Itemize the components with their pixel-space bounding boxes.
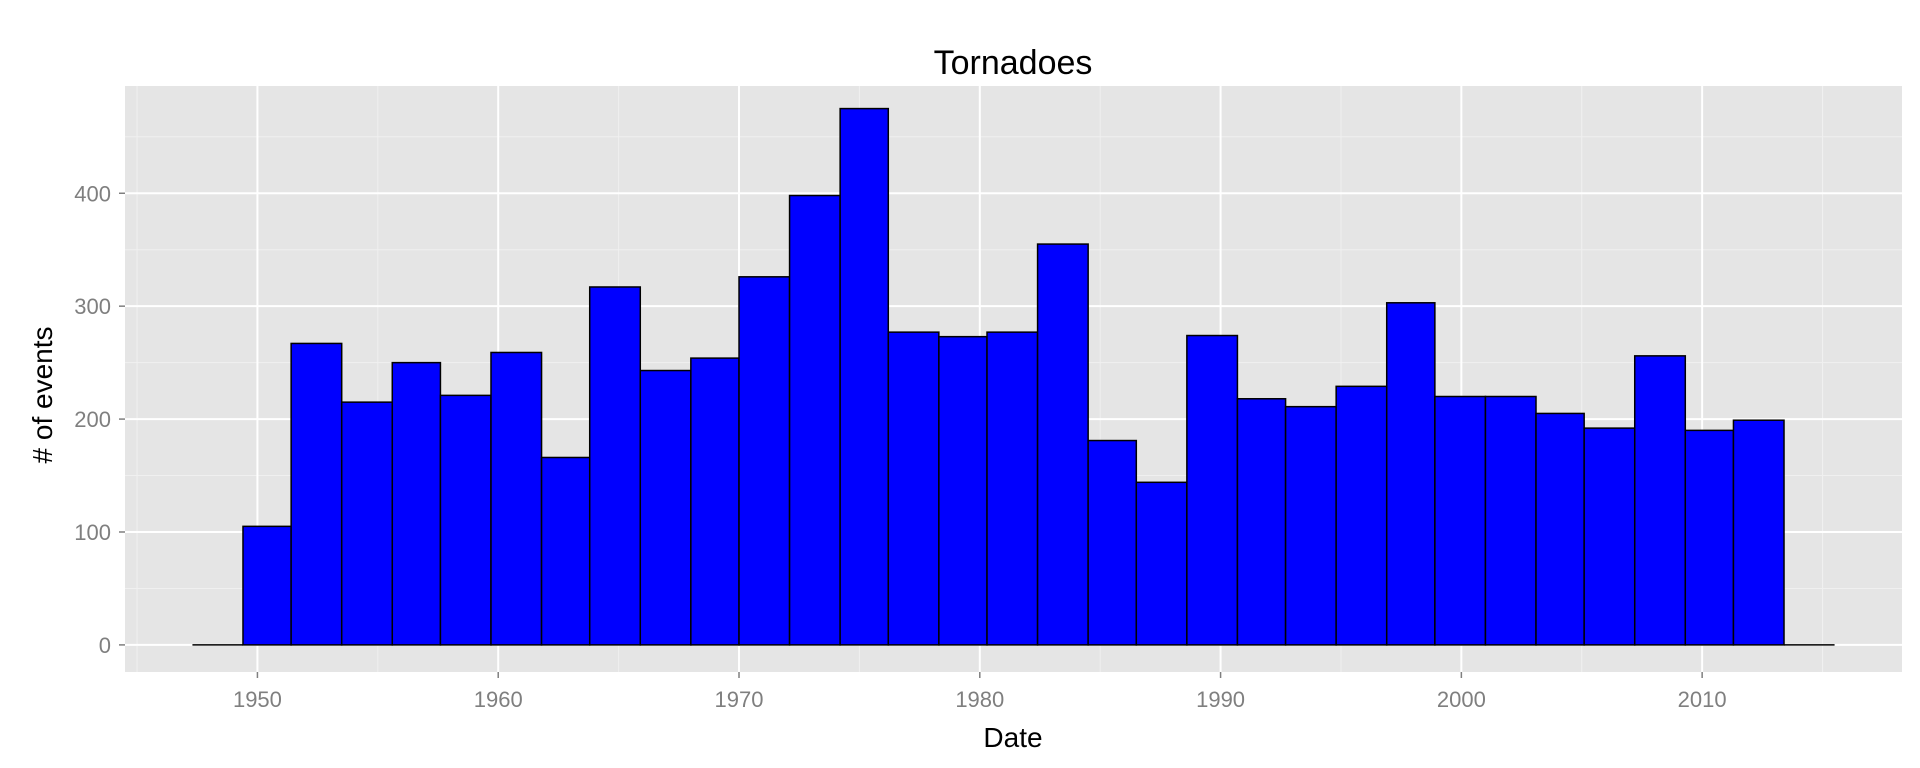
- histogram-bar: [242, 525, 292, 646]
- histogram-bar: [1535, 412, 1585, 646]
- y-axis-title: # of events: [27, 327, 58, 464]
- histogram-bar: [1335, 385, 1388, 646]
- chart-title: Tornadoes: [934, 44, 1093, 82]
- x-tick-label: 2010: [1678, 687, 1727, 712]
- x-tick-label: 1980: [955, 687, 1004, 712]
- y-tick-label: 300: [74, 294, 111, 319]
- x-tick-label: 1990: [1196, 687, 1245, 712]
- histogram-bar: [887, 331, 940, 646]
- histogram-bar: [639, 369, 692, 646]
- y-tick-label: 100: [74, 520, 111, 545]
- histogram-bar: [1186, 334, 1239, 646]
- histogram-bar: [1385, 302, 1436, 646]
- histogram-bar: [290, 342, 343, 646]
- histogram-bar: [1484, 395, 1537, 646]
- histogram-bar: [490, 351, 543, 646]
- histogram-bar: [1633, 355, 1687, 646]
- histogram-bar: [1087, 439, 1138, 646]
- x-tick-label: 2000: [1437, 687, 1486, 712]
- x-axis-title: Date: [983, 722, 1042, 753]
- histogram-bar: [1036, 243, 1089, 646]
- histogram-bar: [986, 331, 1039, 646]
- histogram-bar: [439, 394, 492, 646]
- histogram-bar: [540, 456, 591, 646]
- y-tick-label: 200: [74, 407, 111, 432]
- histogram-bar: [1434, 395, 1487, 646]
- histogram-bars: [192, 107, 1835, 646]
- histogram-bar: [788, 194, 841, 646]
- histogram-bar: [1684, 429, 1735, 646]
- histogram-bar: [340, 401, 394, 646]
- y-tick-label: 400: [74, 181, 111, 206]
- histogram-bar: [738, 276, 791, 646]
- x-tick-label: 1960: [474, 687, 523, 712]
- histogram-bar: [839, 107, 890, 646]
- x-tick-label: 1970: [715, 687, 764, 712]
- histogram-bar: [588, 286, 642, 646]
- histogram-bar: [690, 357, 740, 646]
- axis-ticks: 1950 1960 1970 1980 1990 2000 2010 0 100 200 300 40…: [74, 181, 1726, 712]
- histogram-bar: [391, 361, 442, 646]
- histogram-bar: [1732, 419, 1785, 646]
- histogram-bar: [938, 335, 988, 646]
- histogram-bar: [1583, 427, 1636, 646]
- x-tick-label: 1950: [233, 687, 282, 712]
- y-tick-label: 0: [99, 633, 111, 658]
- histogram-bar: [1236, 398, 1287, 646]
- histogram-bar: [1135, 481, 1188, 646]
- histogram-bar: [1284, 405, 1337, 646]
